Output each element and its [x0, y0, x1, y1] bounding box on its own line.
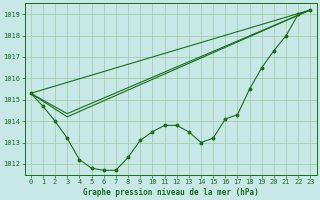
- X-axis label: Graphe pression niveau de la mer (hPa): Graphe pression niveau de la mer (hPa): [83, 188, 259, 197]
